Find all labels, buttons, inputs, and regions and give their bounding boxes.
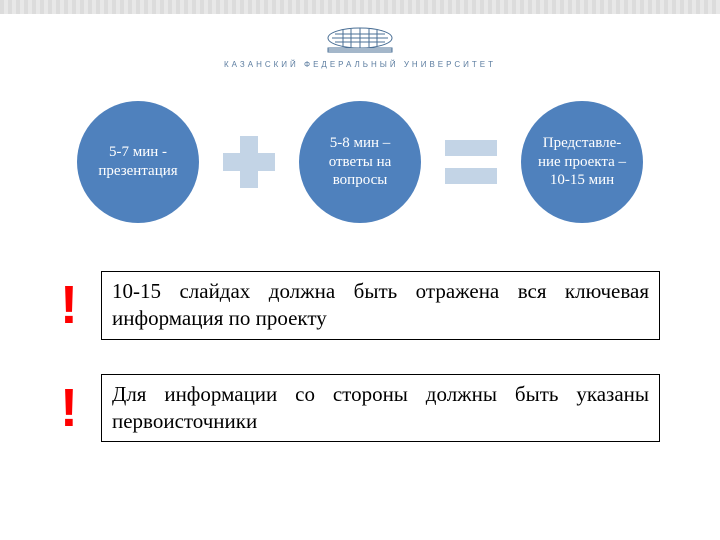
university-logo	[0, 24, 720, 56]
exclamation-icon: !	[55, 381, 83, 435]
circle-qa: 5-8 мин – ответы на вопросы	[299, 101, 421, 223]
header: КАЗАНСКИЙ ФЕДЕРАЛЬНЫЙ УНИВЕРСИТЕТ	[0, 14, 720, 75]
circle-total: Представле-ние проекта – 10-15 мин	[521, 101, 643, 223]
plus-icon	[223, 136, 275, 188]
equals-icon	[445, 140, 497, 184]
note-text: Для информации со стороны должны быть ук…	[101, 374, 660, 443]
exclamation-icon: !	[55, 278, 83, 332]
notes-section: ! 10-15 слайдах должна быть отражена вся…	[0, 271, 720, 442]
note-item: ! 10-15 слайдах должна быть отражена вся…	[55, 271, 660, 340]
timing-equation: 5-7 мин - презентация 5-8 мин – ответы н…	[0, 101, 720, 223]
decorative-top-border	[0, 0, 720, 14]
university-name: КАЗАНСКИЙ ФЕДЕРАЛЬНЫЙ УНИВЕРСИТЕТ	[0, 60, 720, 69]
note-item: ! Для информации со стороны должны быть …	[55, 374, 660, 443]
circle-presentation: 5-7 мин - презентация	[77, 101, 199, 223]
note-text: 10-15 слайдах должна быть отражена вся к…	[101, 271, 660, 340]
